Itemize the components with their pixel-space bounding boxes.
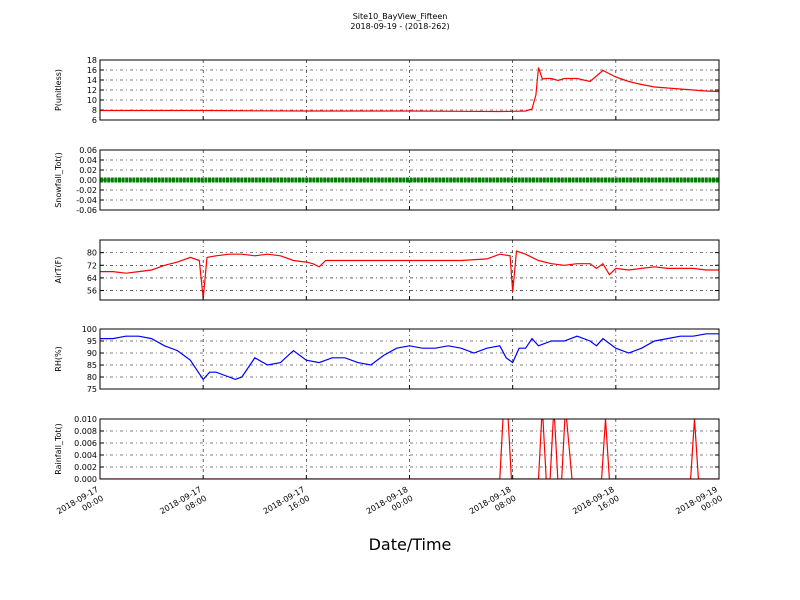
- y-tick-label: 95: [87, 337, 97, 346]
- y-tick-label: 0.002: [74, 463, 97, 472]
- x-tick-label: 2018-09-1716:00: [262, 485, 312, 525]
- x-tick-label: 2018-09-1816:00: [571, 485, 621, 525]
- y-axis-label: AirT(F): [54, 257, 63, 284]
- y-axis-label: Snowfall_Tot(): [54, 152, 63, 208]
- panel-1: -0.06-0.04-0.020.000.020.040.06 Snowfall_…: [54, 146, 720, 215]
- y-tick-label: 16: [87, 66, 97, 75]
- y-tick-label: 0.04: [79, 156, 97, 165]
- y-tick-label: -0.06: [76, 206, 97, 215]
- y-tick-label: 12: [87, 86, 97, 95]
- y-tick-label: 0.00: [79, 176, 97, 185]
- panel-3: 75 80 85 90 95 100 RH(%): [54, 325, 720, 394]
- y-tick-label: 0.06: [79, 146, 97, 155]
- y-tick-label: 75: [87, 385, 97, 394]
- x-tick-label: 2018-09-1700:00: [55, 485, 105, 525]
- y-axis-label: P(unitless): [54, 69, 63, 111]
- y-tick-label: 0.02: [79, 166, 97, 175]
- x-tick-label: 2018-09-1900:00: [674, 485, 724, 525]
- y-tick-label: 14: [87, 76, 97, 85]
- chart-subtitle: 2018-09-19 - (2018-262): [350, 22, 449, 31]
- y-tick-label: 0.008: [74, 427, 97, 436]
- x-tick-label: 2018-09-1808:00: [468, 485, 518, 525]
- y-tick-label: 10: [87, 96, 97, 105]
- chart-title: Site10_BayView_Fifteen: [353, 12, 448, 21]
- y-tick-label: 0.000: [74, 475, 97, 484]
- x-tick-label: 2018-09-1800:00: [365, 485, 415, 525]
- y-axis-label: Rainfall_Tot(): [54, 423, 63, 475]
- y-tick-label: 72: [87, 261, 97, 270]
- series-line: [100, 333, 719, 381]
- panel-2: 56 64 72 80 AirT(F): [54, 239, 720, 301]
- y-tick-label: -0.04: [76, 196, 97, 205]
- series-line: [100, 67, 719, 113]
- y-tick-label: 6: [92, 116, 97, 125]
- panel-4: 0.000 0.002 0.004 0.006 0.008 0.010 Rainfall_T…: [54, 415, 720, 484]
- y-tick-label: 85: [87, 361, 97, 370]
- y-tick-label: 100: [82, 325, 97, 334]
- series-line: [100, 250, 719, 299]
- x-axis-ticks: 2018-09-1700:00 2018-09-1708:00 2018-09-17…: [55, 485, 724, 525]
- y-tick-label: 18: [87, 56, 97, 65]
- y-tick-label: 0.004: [74, 451, 97, 460]
- y-tick-label: 80: [87, 373, 97, 382]
- y-tick-label: 8: [92, 106, 97, 115]
- y-tick-label: 90: [87, 349, 97, 358]
- x-tick-label: 2018-09-1708:00: [158, 485, 208, 525]
- y-axis-label: RH(%): [54, 346, 63, 371]
- y-tick-label: 80: [87, 249, 97, 258]
- series-line: [100, 419, 719, 479]
- chart-panels: 681012141618P(unitless)-0.06-0.04-0.020.…: [54, 56, 720, 484]
- x-axis-label: Date/Time: [369, 535, 452, 554]
- y-tick-label: 64: [87, 274, 97, 283]
- y-tick-label: 0.010: [74, 415, 97, 424]
- y-tick-label: 56: [87, 287, 97, 296]
- y-tick-label: 0.006: [74, 439, 97, 448]
- y-tick-label: -0.02: [76, 186, 97, 195]
